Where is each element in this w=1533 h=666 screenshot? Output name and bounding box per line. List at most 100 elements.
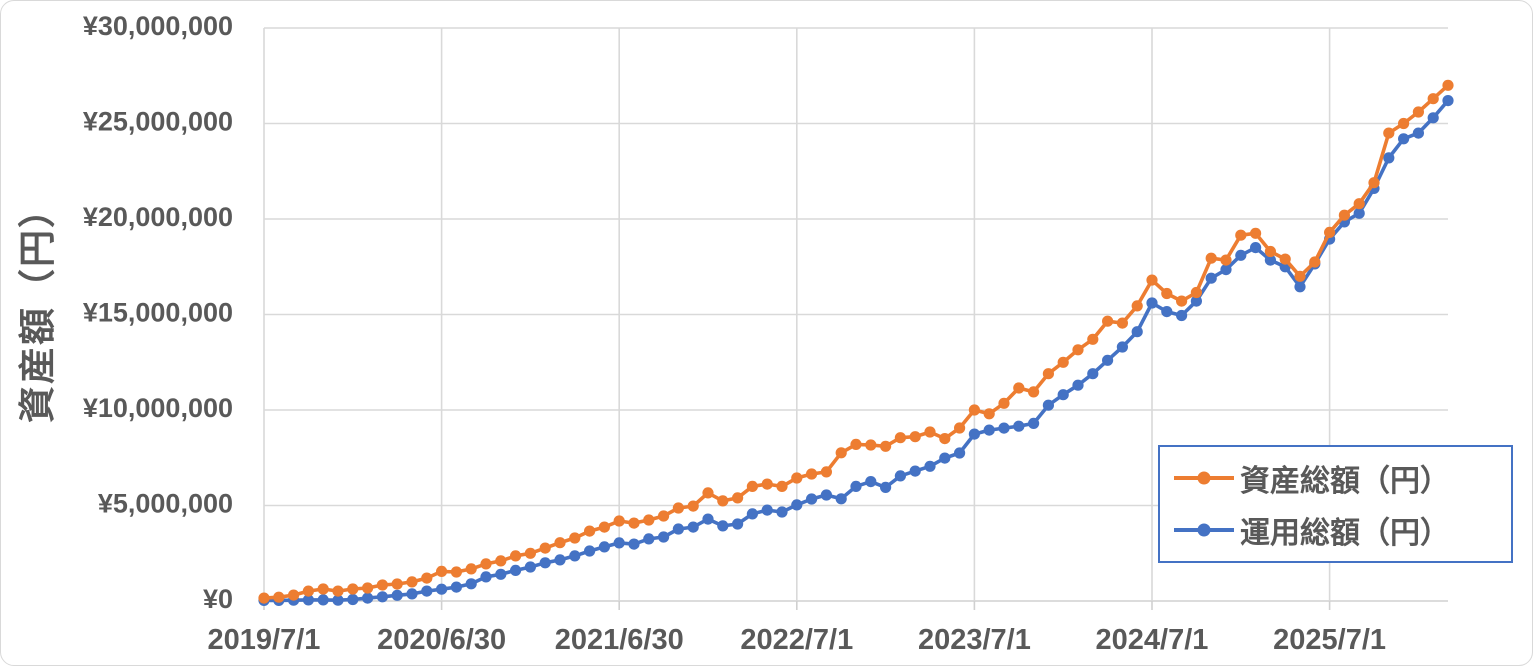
data-point-marker <box>880 440 892 452</box>
data-point-marker <box>391 589 403 601</box>
legend-item-invested-total[interactable]: 運用総額（円） <box>1172 508 1511 552</box>
data-point-marker <box>1294 281 1306 293</box>
data-point-marker <box>1383 127 1395 139</box>
y-tick-label: ¥0 <box>203 584 233 614</box>
data-point-marker <box>1338 209 1350 221</box>
data-point-marker <box>1028 417 1040 429</box>
data-point-marker <box>850 438 862 450</box>
data-point-marker <box>598 521 611 533</box>
data-point-marker <box>924 426 936 438</box>
data-point-marker <box>1398 117 1410 130</box>
data-point-marker <box>1057 389 1069 401</box>
data-point-marker <box>702 487 714 499</box>
data-point-marker <box>1146 297 1158 309</box>
data-point-marker <box>1116 317 1128 329</box>
data-point-marker <box>495 555 507 567</box>
data-point-marker <box>347 593 359 606</box>
legend-line-marker-icon <box>1174 523 1234 537</box>
data-point-marker <box>1072 379 1084 391</box>
data-point-marker <box>880 481 892 493</box>
data-point-marker <box>302 594 314 606</box>
data-point-marker <box>672 502 685 514</box>
y-axis-title: 資産額（円） <box>17 189 58 423</box>
data-point-marker <box>584 525 596 537</box>
data-point-marker <box>865 439 877 451</box>
data-point-marker <box>273 591 285 603</box>
data-point-marker <box>1057 356 1069 368</box>
data-point-marker <box>865 476 877 488</box>
data-point-marker <box>509 550 522 562</box>
data-point-marker <box>717 495 729 507</box>
data-point-marker <box>495 568 507 580</box>
data-point-marker <box>954 422 966 434</box>
data-point-marker <box>1131 326 1143 338</box>
data-point-marker <box>376 579 388 591</box>
data-point-marker <box>524 547 537 559</box>
data-point-marker <box>998 397 1010 409</box>
legend-item-assets-total[interactable]: 資産総額（円） <box>1172 456 1511 500</box>
data-point-marker <box>584 545 596 557</box>
data-point-marker <box>806 468 818 480</box>
data-point-marker <box>1116 341 1128 353</box>
data-point-marker <box>1087 368 1099 380</box>
data-point-marker <box>1324 226 1336 238</box>
data-point-marker <box>791 472 803 484</box>
data-point-marker <box>687 521 699 533</box>
data-point-marker <box>776 506 788 518</box>
data-point-marker <box>1102 354 1114 366</box>
data-point-marker <box>1412 106 1424 118</box>
data-point-marker <box>732 518 744 530</box>
data-point-marker <box>391 578 403 590</box>
data-point-marker <box>480 558 492 570</box>
data-point-marker <box>258 592 270 604</box>
data-point-marker <box>850 480 862 492</box>
data-point-marker <box>1190 286 1202 299</box>
data-point-marker <box>598 541 611 553</box>
data-point-marker <box>894 470 907 482</box>
data-point-marker <box>613 515 625 527</box>
data-point-marker <box>835 493 847 505</box>
data-point-marker <box>509 564 522 577</box>
data-point-marker <box>1146 274 1158 286</box>
data-point-marker <box>421 572 433 584</box>
data-point-marker <box>628 517 640 529</box>
x-tick-label: 2022/7/1 <box>740 624 853 656</box>
data-point-marker <box>835 447 847 459</box>
data-point-marker <box>1028 386 1040 398</box>
data-point-marker <box>406 576 418 588</box>
y-tick-label: ¥30,000,000 <box>83 11 233 41</box>
data-point-marker <box>954 447 966 459</box>
data-point-marker <box>746 508 759 520</box>
data-point-marker <box>1353 207 1365 219</box>
y-tick-label: ¥15,000,000 <box>83 298 233 328</box>
data-point-marker <box>1176 309 1188 322</box>
data-point-marker <box>539 542 551 554</box>
legend-label-invested-total: 運用総額（円） <box>1240 517 1450 551</box>
y-tick-label: ¥25,000,000 <box>83 107 233 137</box>
data-point-marker <box>998 422 1010 434</box>
data-point-marker <box>791 499 803 511</box>
data-point-marker <box>569 532 581 544</box>
data-point-marker <box>465 578 477 590</box>
data-point-marker <box>1042 399 1054 411</box>
data-point-marker <box>909 431 921 443</box>
data-point-marker <box>465 563 477 575</box>
data-point-marker <box>1176 295 1188 307</box>
y-tick-labels: ¥0 ¥5,000,000 ¥10,000,000 ¥15,000,000 ¥20,00… <box>83 11 233 614</box>
legend-line-marker-icon <box>1174 471 1234 485</box>
data-point-marker <box>702 513 714 525</box>
data-point-marker <box>317 583 329 595</box>
data-point-marker <box>1427 112 1439 124</box>
data-point-marker <box>1235 249 1247 261</box>
data-point-marker <box>436 565 448 578</box>
data-point-marker <box>894 432 907 444</box>
data-point-marker <box>761 504 773 516</box>
data-point-marker <box>406 588 418 600</box>
data-point-marker <box>1042 368 1054 380</box>
data-point-marker <box>1072 344 1084 356</box>
data-point-marker <box>524 561 537 573</box>
data-point-marker <box>776 480 788 492</box>
data-point-marker <box>376 591 388 603</box>
data-point-marker <box>909 465 921 477</box>
